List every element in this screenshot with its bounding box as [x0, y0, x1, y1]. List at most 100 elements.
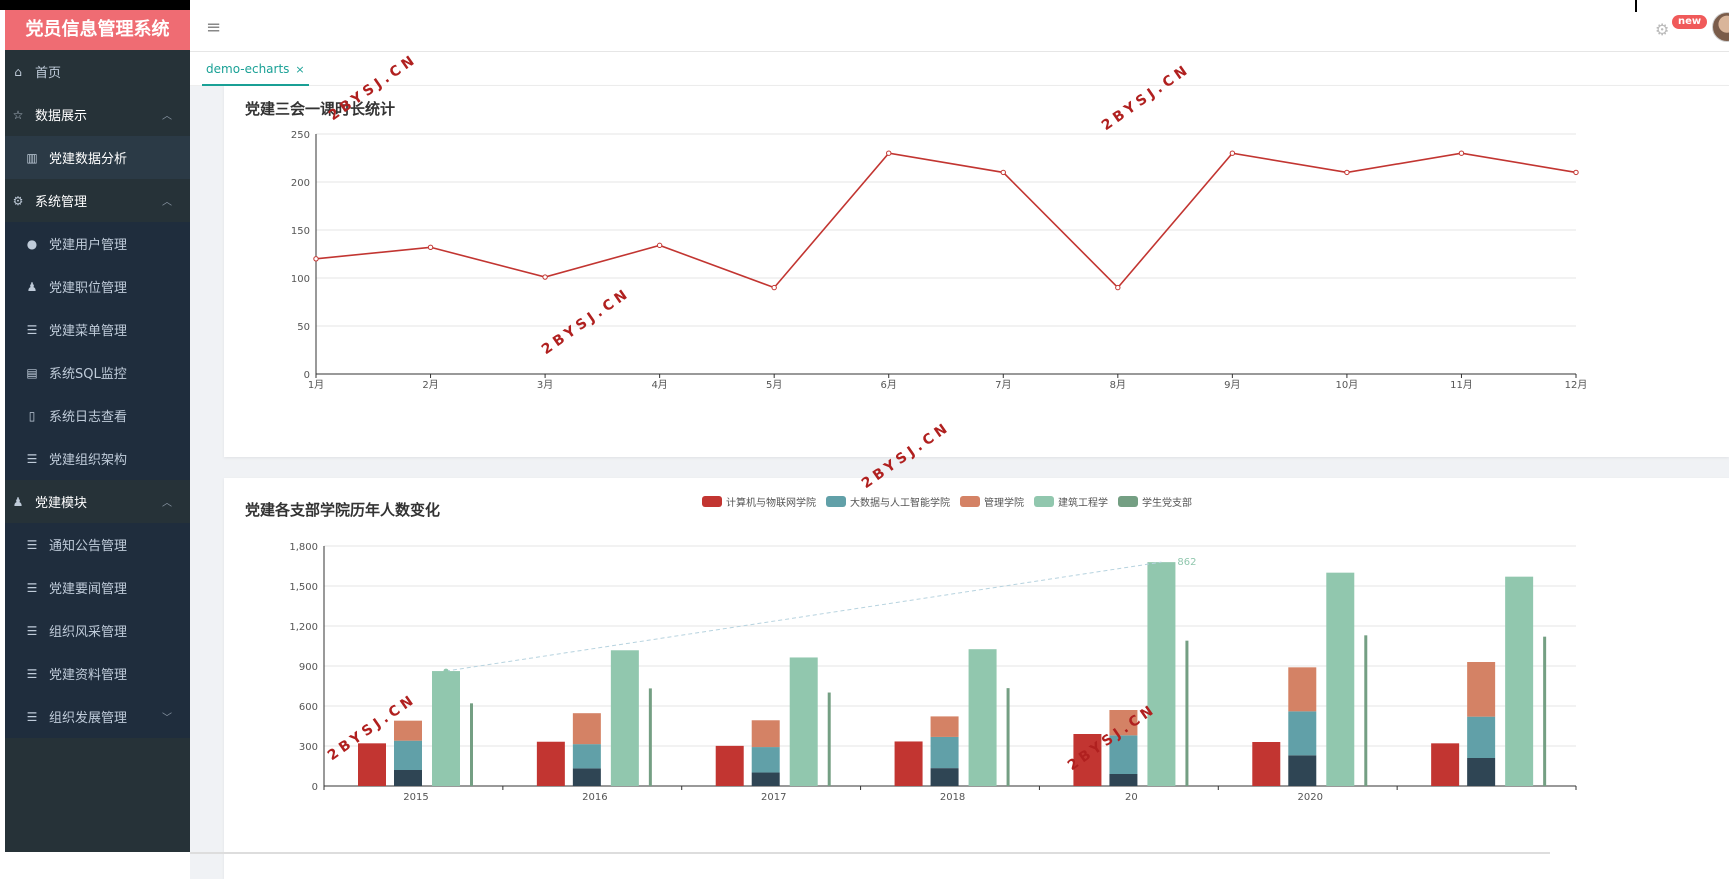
sidebar-item-label: 党建组织架构: [49, 453, 128, 468]
sidebar-item[interactable]: ▥ 党建数据分析: [5, 136, 190, 179]
sidebar-item-label: 党建要闻管理: [49, 582, 128, 597]
sidebar-item[interactable]: ☰ 通知公告管理: [5, 523, 190, 566]
sidebar-item-label: 党建模块: [35, 496, 88, 511]
list-icon: ☰: [26, 322, 38, 337]
mark-line-start: [443, 668, 449, 674]
y-tick-label: 250: [291, 130, 310, 141]
legend-swatch: [826, 496, 846, 507]
sidebar-item[interactable]: ☰ 党建要闻管理: [5, 566, 190, 609]
sidebar: 党员信息管理系统 ⌂ 首页 ☆ 数据展示 ︿ ▥ 党建数据分析 ⚙ 系统管理 ︿ ● 党建用户管理 ♟ 党…: [5, 10, 190, 852]
data-point: [771, 284, 777, 291]
hamburger-menu-icon[interactable]: ≡: [206, 17, 222, 38]
data-point: [1344, 169, 1350, 176]
sidebar-item[interactable]: ▤ 系统SQL监控: [5, 351, 190, 394]
data-point: [656, 242, 663, 249]
bar: [394, 740, 422, 770]
sidebar-item[interactable]: ● 党建用户管理: [5, 222, 190, 265]
bar: [789, 657, 818, 786]
x-tick-label: 1月: [308, 379, 324, 391]
settings-gear-icon[interactable]: ⚙: [1655, 20, 1670, 39]
bar-chart: 0 300 600 900 1,200 1,500 1,800 2015 2016 2017 201…: [289, 542, 1577, 803]
tab-bar: demo-echarts ×: [190, 52, 1729, 86]
data-point: [427, 244, 434, 250]
legend-item[interactable]: 计算机与物联网学院: [702, 494, 816, 509]
bar: [1252, 742, 1281, 786]
line-chart-title: 党建三会一课时长统计: [245, 100, 396, 118]
list-icon: ☰: [26, 537, 38, 552]
chevron-up-icon: ︿: [162, 111, 172, 122]
list-icon: ☰: [26, 451, 38, 466]
y-tick-label: 0: [304, 370, 310, 381]
sidebar-item-label: 组织风采管理: [49, 625, 128, 640]
user-tie-icon: ♟: [26, 279, 38, 294]
bar: [930, 716, 959, 737]
line-chart: 0 50 100 150 200 250 1月 2月 3月 4月 5月 6月 7月 8月 9月 10月 11月 1…: [291, 130, 1588, 391]
data-point: [542, 274, 548, 280]
sidebar-item-label: 党建菜单管理: [49, 324, 128, 339]
tab-label: demo-echarts: [206, 62, 290, 76]
data-point: [1229, 150, 1236, 156]
top-strip: [0, 0, 200, 10]
header-divider: [1635, 0, 1637, 12]
bar: [751, 720, 780, 748]
bar: [1185, 640, 1189, 786]
home-icon: ⌂: [14, 64, 22, 79]
chevron-down-icon: ﹀: [162, 713, 172, 724]
sidebar-inner: 党员信息管理系统 ⌂ 首页 ☆ 数据展示 ︿ ▥ 党建数据分析 ⚙ 系统管理 ︿ ● 党建用户管理 ♟ 党…: [5, 10, 190, 852]
sidebar-item-label: 通知公告管理: [49, 539, 128, 554]
sidebar-item[interactable]: ♟ 党建职位管理: [5, 265, 190, 308]
bar: [610, 650, 639, 786]
horizontal-scrollbar[interactable]: [190, 852, 1550, 854]
bar: [1073, 734, 1102, 786]
bar: [536, 741, 565, 786]
legend-label: 学生党支部: [1142, 498, 1192, 509]
user-avatar[interactable]: [1712, 12, 1729, 42]
chevron-up-icon: ︿: [162, 498, 172, 509]
legend-item[interactable]: 学生党支部: [1118, 494, 1192, 509]
bar: [1467, 662, 1496, 717]
bar: [572, 768, 601, 786]
bar: [1109, 735, 1138, 774]
sidebar-item[interactable]: ☰ 党建组织架构: [5, 437, 190, 480]
x-tick-label: 11月: [1450, 379, 1473, 391]
list-icon: ☰: [26, 580, 38, 595]
sidebar-item[interactable]: ♟ 党建模块 ︿: [5, 480, 190, 523]
bar: [1288, 711, 1317, 756]
x-tick-label: 6月: [881, 379, 897, 391]
sidebar-item[interactable]: ▯ 系统日志查看: [5, 394, 190, 437]
x-tick-label: 2月: [422, 379, 438, 391]
sidebar-item[interactable]: ☰ 组织发展管理 ﹀: [5, 695, 190, 738]
tab-close-icon[interactable]: ×: [295, 63, 305, 76]
y-tick-label: 600: [299, 702, 318, 713]
bar-chart-legend: 计算机与物联网学院 大数据与人工智能学院 管理学院 建筑工程学 学生党支部: [702, 494, 1202, 509]
bar: [572, 713, 601, 745]
bar: [1467, 758, 1496, 786]
sidebar-item[interactable]: ⌂ 首页: [5, 50, 190, 93]
bar: [1505, 576, 1534, 786]
y-tick-label: 300: [299, 742, 318, 753]
bar: [394, 720, 422, 741]
bar: [1288, 667, 1317, 712]
bar: [751, 747, 780, 773]
sidebar-item[interactable]: ⚙ 系统管理 ︿: [5, 179, 190, 222]
legend-item[interactable]: 大数据与人工智能学院: [826, 494, 950, 509]
x-tick-label: 12月: [1565, 379, 1588, 391]
y-tick-label: 1,200: [289, 622, 318, 633]
sidebar-item[interactable]: ☰ 党建资料管理: [5, 652, 190, 695]
legend-swatch: [702, 496, 722, 507]
sidebar-item[interactable]: ☰ 组织风采管理: [5, 609, 190, 652]
legend-swatch: [1118, 496, 1138, 507]
x-tick-label: 2015: [403, 792, 428, 803]
y-tick-label: 200: [291, 178, 310, 189]
bar: [715, 745, 744, 786]
legend-item[interactable]: 建筑工程学: [1034, 494, 1108, 509]
bar-chart-icon: ▥: [26, 150, 38, 165]
sidebar-item[interactable]: ☰ 党建菜单管理: [5, 308, 190, 351]
legend-item[interactable]: 管理学院: [960, 494, 1024, 509]
sidebar-item-label: 党建用户管理: [49, 238, 128, 253]
tab-demo-echarts[interactable]: demo-echarts ×: [202, 57, 309, 86]
x-tick-label: 2016: [582, 792, 607, 803]
sidebar-item[interactable]: ☆ 数据展示 ︿: [5, 93, 190, 136]
bar: [894, 741, 923, 786]
x-tick-label: 3月: [537, 379, 553, 391]
